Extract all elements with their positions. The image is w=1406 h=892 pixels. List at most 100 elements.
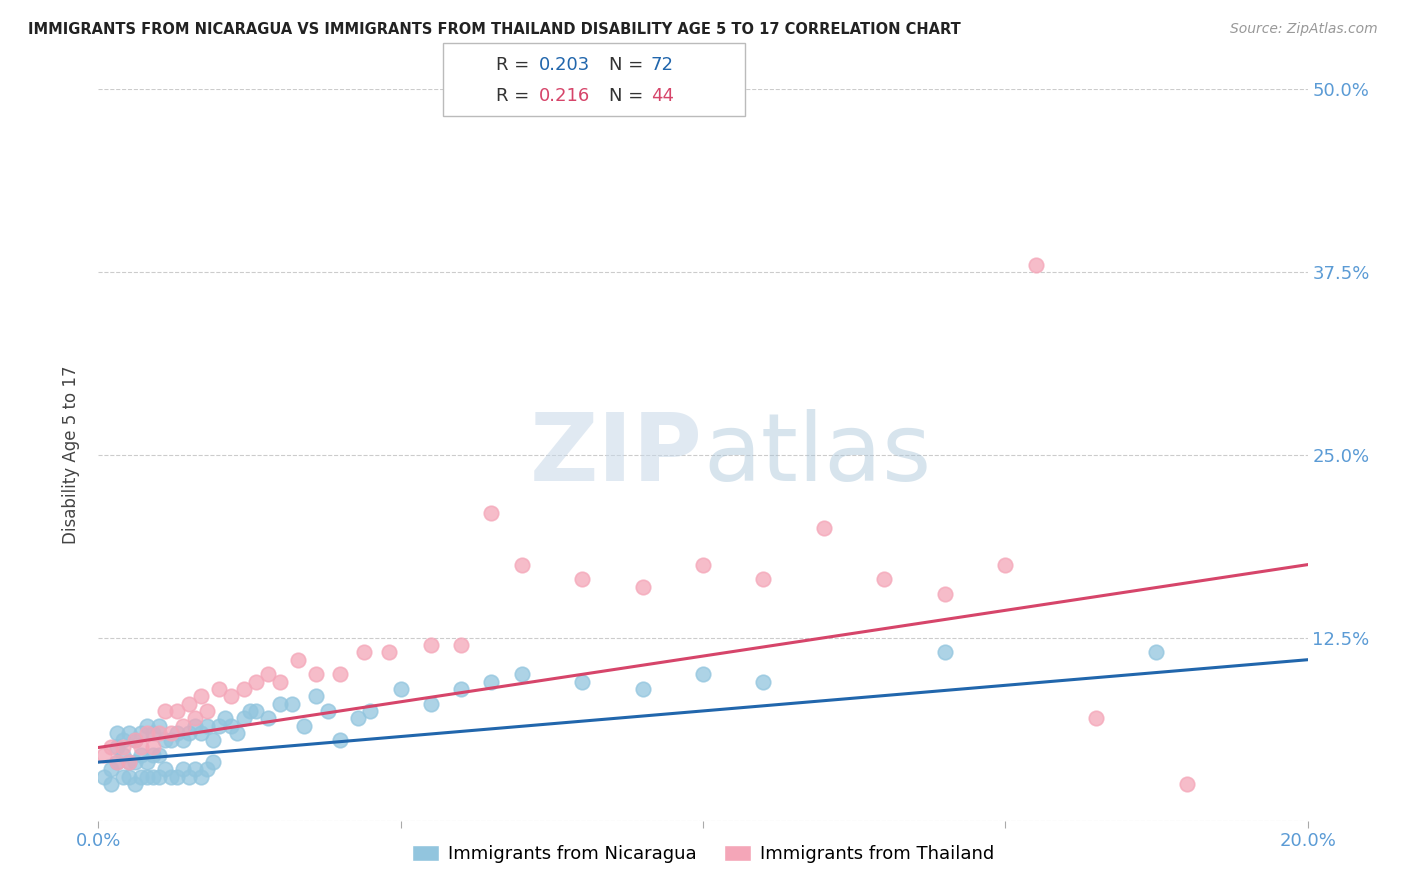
Point <box>105 726 128 740</box>
Text: N =: N = <box>609 56 648 74</box>
Point <box>124 755 146 769</box>
Point <box>166 704 188 718</box>
Point <box>166 726 188 740</box>
Point <box>510 667 533 681</box>
Point <box>148 718 170 732</box>
Point <box>118 755 141 769</box>
Point <box>329 733 352 747</box>
Point <box>172 733 194 747</box>
Point <box>93 747 115 762</box>
Point <box>305 667 328 681</box>
Point <box>269 674 291 689</box>
Point <box>190 770 212 784</box>
Point <box>129 770 152 784</box>
Point <box>214 711 236 725</box>
Point <box>934 645 956 659</box>
Text: R =: R = <box>496 87 536 105</box>
Point <box>129 747 152 762</box>
Point <box>1175 777 1198 791</box>
Point <box>124 777 146 791</box>
Text: ZIP: ZIP <box>530 409 703 501</box>
Point <box>692 558 714 572</box>
Point <box>245 674 267 689</box>
Text: 44: 44 <box>651 87 673 105</box>
Point <box>105 755 128 769</box>
Point <box>195 763 218 777</box>
Point <box>135 755 157 769</box>
Point <box>179 770 201 784</box>
Point <box>124 733 146 747</box>
Text: N =: N = <box>609 87 648 105</box>
Point <box>232 681 254 696</box>
Point <box>93 770 115 784</box>
Text: 0.216: 0.216 <box>538 87 589 105</box>
Point <box>934 587 956 601</box>
Text: R =: R = <box>496 56 536 74</box>
Point <box>631 681 654 696</box>
Point <box>179 726 201 740</box>
Point <box>232 711 254 725</box>
Point <box>221 718 243 732</box>
Point <box>111 740 134 755</box>
Point <box>142 740 165 755</box>
Point <box>105 740 128 755</box>
Point <box>148 747 170 762</box>
Point <box>148 770 170 784</box>
Point <box>111 747 134 762</box>
Point <box>124 733 146 747</box>
Point <box>481 674 503 689</box>
Point <box>179 697 201 711</box>
Point <box>571 572 593 586</box>
Text: 72: 72 <box>651 56 673 74</box>
Point <box>292 718 315 732</box>
Point <box>287 653 309 667</box>
Point <box>360 704 382 718</box>
Point <box>1144 645 1167 659</box>
Point <box>1085 711 1108 725</box>
Text: IMMIGRANTS FROM NICARAGUA VS IMMIGRANTS FROM THAILAND DISABILITY AGE 5 TO 17 COR: IMMIGRANTS FROM NICARAGUA VS IMMIGRANTS … <box>28 22 960 37</box>
Point <box>208 718 231 732</box>
Point <box>135 770 157 784</box>
Point <box>172 763 194 777</box>
Point <box>195 704 218 718</box>
Point <box>239 704 262 718</box>
Point <box>160 770 183 784</box>
Point <box>481 507 503 521</box>
Text: Source: ZipAtlas.com: Source: ZipAtlas.com <box>1230 22 1378 37</box>
Point <box>129 726 152 740</box>
Point <box>202 755 225 769</box>
Point <box>420 638 443 652</box>
Point <box>994 558 1017 572</box>
Point <box>256 667 278 681</box>
Point <box>135 718 157 732</box>
Point <box>190 726 212 740</box>
Point <box>105 755 128 769</box>
Point <box>184 718 207 732</box>
Point <box>100 777 122 791</box>
Point <box>142 726 165 740</box>
Point <box>329 667 352 681</box>
Point <box>226 726 249 740</box>
Legend: Immigrants from Nicaragua, Immigrants from Thailand: Immigrants from Nicaragua, Immigrants fr… <box>405 838 1001 870</box>
Point <box>631 580 654 594</box>
Point <box>148 726 170 740</box>
Point <box>172 718 194 732</box>
Point <box>153 733 176 747</box>
Point <box>111 770 134 784</box>
Point <box>305 690 328 704</box>
Point <box>118 770 141 784</box>
Point <box>450 681 472 696</box>
Point <box>118 726 141 740</box>
Text: atlas: atlas <box>703 409 931 501</box>
Point <box>571 674 593 689</box>
Point <box>111 733 134 747</box>
Point <box>195 718 218 732</box>
Point <box>153 704 176 718</box>
Point <box>752 674 775 689</box>
Point <box>184 711 207 725</box>
Point <box>389 681 412 696</box>
Y-axis label: Disability Age 5 to 17: Disability Age 5 to 17 <box>62 366 80 544</box>
Point <box>129 740 152 755</box>
Point <box>184 763 207 777</box>
Point <box>153 763 176 777</box>
